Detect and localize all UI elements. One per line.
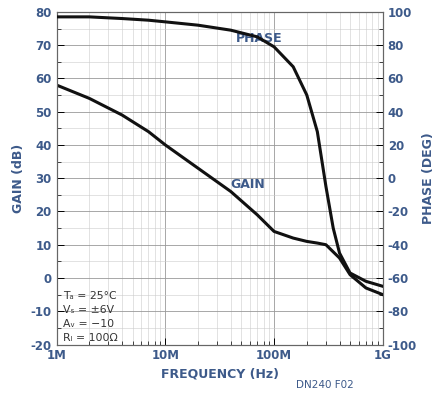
X-axis label: FREQUENCY (Hz): FREQUENCY (Hz) <box>160 368 278 381</box>
Text: DN240 F02: DN240 F02 <box>295 380 353 390</box>
Y-axis label: GAIN (dB): GAIN (dB) <box>12 144 25 213</box>
Text: GAIN: GAIN <box>230 178 265 191</box>
Y-axis label: PHASE (DEG): PHASE (DEG) <box>421 132 434 224</box>
Text: Tₐ = 25°C
Vₛ = ±6V
Aᵥ = −10
Rₗ = 100Ω: Tₐ = 25°C Vₛ = ±6V Aᵥ = −10 Rₗ = 100Ω <box>63 291 118 343</box>
Text: PHASE: PHASE <box>236 32 282 45</box>
